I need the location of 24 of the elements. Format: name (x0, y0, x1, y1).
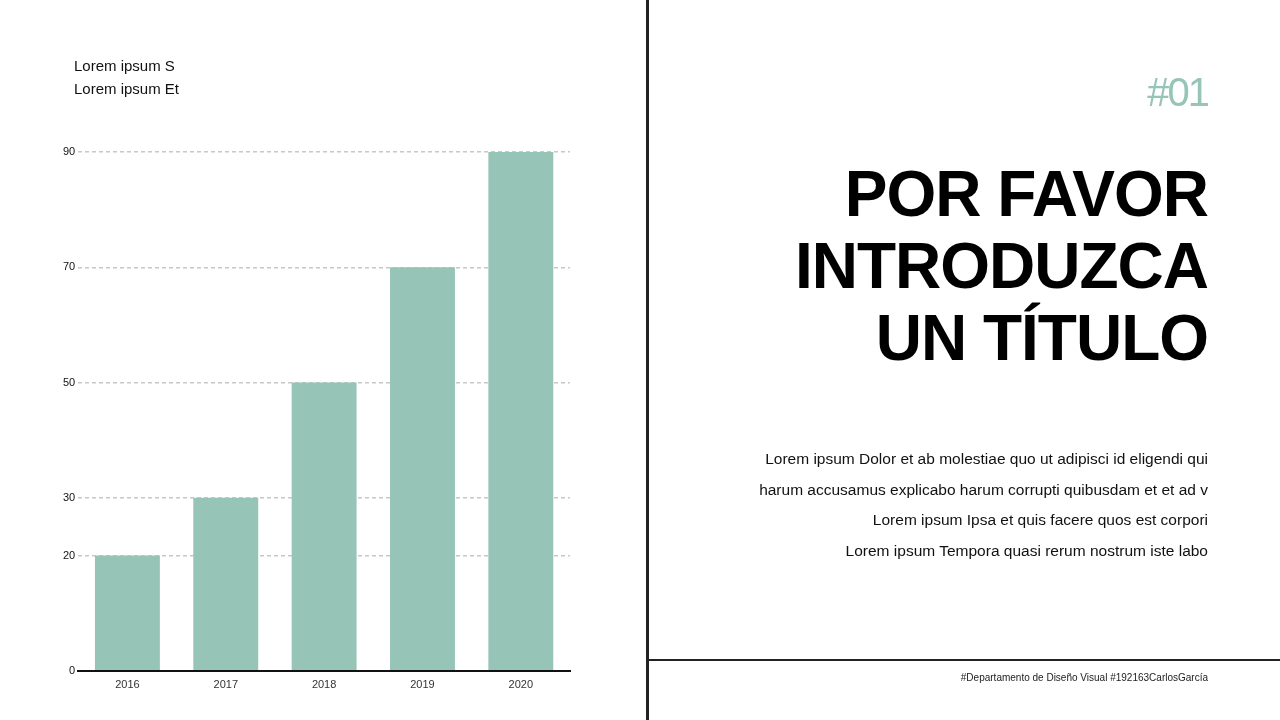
bar (291, 382, 357, 671)
text: POR FAVOR INTRODUZCA UN TÍTULO (793, 158, 1208, 374)
y-tick-label: 0 (69, 663, 76, 676)
y-axis-title: Lorem ipsum S Lorem ipsum Et (74, 56, 180, 99)
x-tick-label: 2018 (311, 678, 337, 691)
bar (488, 152, 554, 671)
text: #Departamento de Diseño Visual #192163CarlosGarcía (960, 672, 1208, 683)
y-tick-label: 50 (62, 375, 76, 388)
y-tick-label: 90 (62, 145, 76, 158)
x-tick-label: 2019 (410, 678, 435, 691)
y-tick-label: 30 (62, 490, 76, 503)
text: #01 (1147, 70, 1208, 115)
bar (193, 497, 259, 671)
text: harum accusamus explicabo harum corrupti quibusdam et et ad v (758, 479, 1208, 500)
y-tick-label: 70 (62, 260, 76, 273)
text: Lorem ipsum Dolor et ab molestiae quo ut adipisci id eligendi qui (764, 449, 1208, 469)
y-tick-label: 20 (62, 548, 76, 561)
text: Lorem ipsum Tempora quasi rerum nostrum iste labo (844, 540, 1208, 561)
bar (390, 267, 455, 671)
x-tick-label: 2016 (115, 678, 140, 691)
text: Lorem ipsum Ipsa et quis facere quos est corpori (871, 510, 1208, 530)
x-tick-label: 2020 (508, 678, 534, 691)
bar (94, 555, 160, 671)
x-tick-label: 2017 (213, 678, 239, 691)
